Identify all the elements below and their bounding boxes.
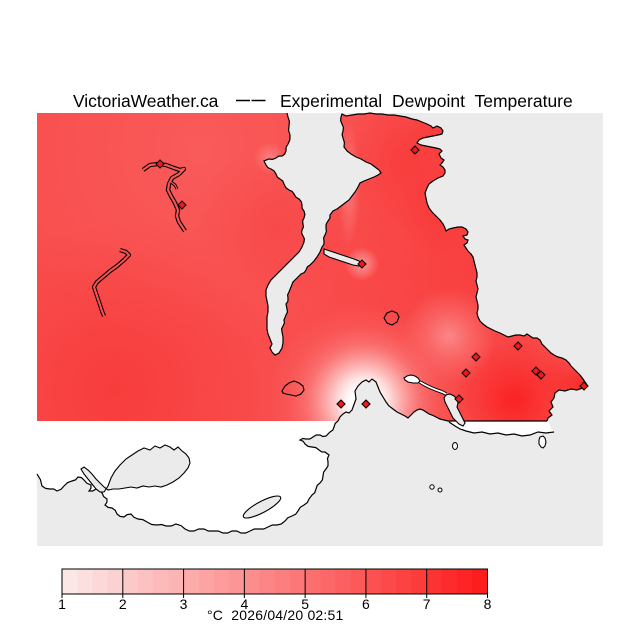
svg-text:VictoriaWeather.ca: VictoriaWeather.ca — [73, 91, 219, 111]
svg-text:°C 2026/04/20 02:51: °C 2026/04/20 02:51 — [207, 607, 343, 623]
svg-text:2: 2 — [119, 596, 127, 612]
svg-text:3: 3 — [180, 596, 188, 612]
svg-text:5: 5 — [301, 596, 309, 612]
svg-text:4: 4 — [240, 596, 248, 612]
svg-text:1: 1 — [58, 596, 66, 612]
svg-text:7: 7 — [423, 596, 431, 612]
svg-text:8: 8 — [484, 596, 492, 612]
svg-text:6: 6 — [362, 596, 370, 612]
svg-text:Experimental Dewpoint Temperat: Experimental Dewpoint Temperature — [280, 91, 573, 111]
